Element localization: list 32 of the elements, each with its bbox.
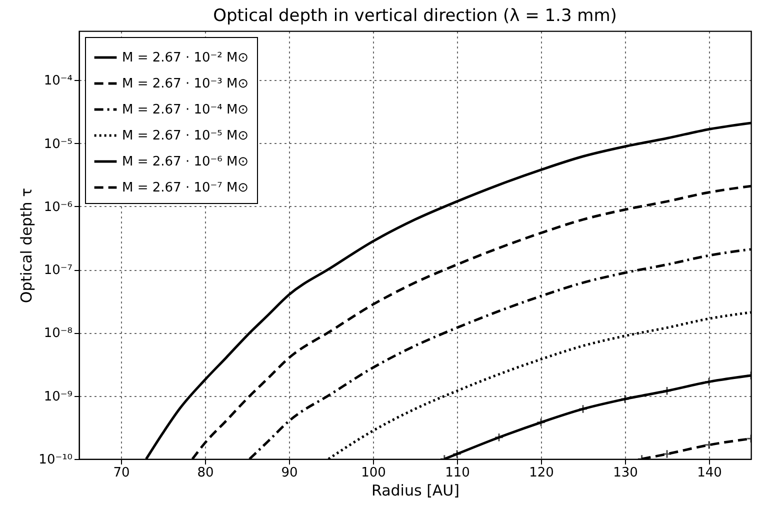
chart-title: Optical depth in vertical direction (λ = 1.3 mm) bbox=[213, 6, 617, 26]
y-tick-label: 10⁻⁷ bbox=[44, 263, 72, 278]
point bbox=[704, 440, 714, 450]
x-tick-label: 100 bbox=[361, 466, 386, 480]
x-tick-label: 80 bbox=[197, 466, 214, 480]
y-tick-label: 10⁻⁹ bbox=[44, 389, 72, 404]
y-tick-label: 10⁻⁶ bbox=[44, 200, 72, 215]
y-tick-label: 10⁻¹⁰ bbox=[38, 452, 72, 468]
point bbox=[494, 432, 504, 442]
point bbox=[662, 386, 672, 396]
y-tick-label: 10⁻⁵ bbox=[44, 136, 72, 152]
y-tick-label: 10⁻⁴ bbox=[44, 74, 72, 89]
x-tick-label: 90 bbox=[281, 466, 298, 480]
x-tick-label: 110 bbox=[445, 466, 470, 480]
x-tick-label: 140 bbox=[697, 466, 722, 480]
y-tick-label: 10⁻⁸ bbox=[44, 326, 72, 342]
point bbox=[536, 418, 546, 428]
point bbox=[620, 394, 630, 404]
x-axis-title: Radius [AU] bbox=[371, 482, 460, 500]
legend-label: M = 2.67 · 10⁻⁴ M⊙ bbox=[122, 102, 249, 118]
y-axis-title: Optical depth τ bbox=[18, 188, 36, 304]
x-tick-label: 70 bbox=[113, 466, 130, 480]
x-tick-label: 120 bbox=[529, 466, 554, 480]
point bbox=[578, 404, 588, 414]
legend-label: M = 2.67 · 10⁻³ M⊙ bbox=[122, 76, 249, 92]
legend-label: M = 2.67 · 10⁻⁷ M⊙ bbox=[122, 180, 249, 196]
point bbox=[704, 377, 714, 386]
legend-label: M = 2.67 · 10⁻⁵ M⊙ bbox=[122, 128, 249, 144]
legend-label: M = 2.67 · 10⁻⁶ M⊙ bbox=[122, 154, 249, 170]
legend-label: M = 2.67 · 10⁻² M⊙ bbox=[122, 50, 249, 66]
x-tick-label: 130 bbox=[613, 466, 638, 480]
point bbox=[662, 449, 672, 459]
